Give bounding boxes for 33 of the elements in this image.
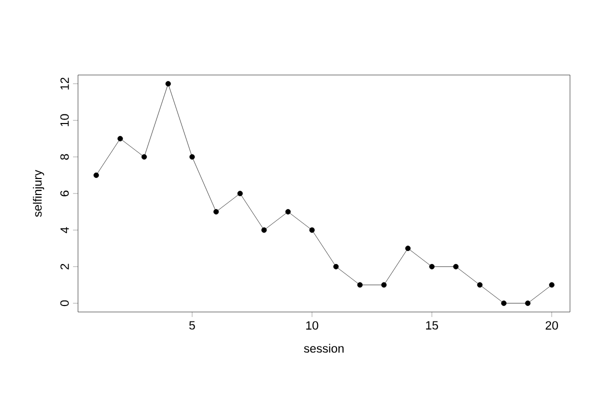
point	[237, 190, 243, 196]
point	[261, 227, 267, 233]
y-tick-label: 10	[60, 114, 69, 126]
point	[501, 300, 507, 306]
point	[141, 154, 147, 160]
point	[381, 282, 387, 288]
point	[213, 209, 219, 214]
point	[94, 172, 99, 178]
y-tick-label: 4	[60, 227, 69, 234]
point	[309, 227, 315, 233]
point	[118, 136, 123, 142]
y-tick-label: 8	[60, 154, 69, 160]
x-tick-label: 20	[546, 321, 558, 330]
point	[429, 264, 435, 270]
x-tick-label: 10	[306, 321, 318, 330]
point	[189, 154, 195, 160]
y-tick-label: 12	[60, 78, 69, 90]
point	[405, 246, 411, 252]
x-tick-label: 15	[426, 321, 438, 330]
point	[357, 282, 363, 288]
point	[453, 264, 459, 270]
point	[165, 81, 171, 86]
point	[525, 300, 530, 306]
y-tick-label: 6	[60, 190, 69, 196]
y-tick-label: 2	[60, 264, 69, 270]
point	[333, 264, 339, 270]
point	[285, 209, 291, 214]
y-tick-label: 0	[60, 300, 69, 306]
x-axis-title: session	[304, 344, 344, 353]
point	[477, 282, 483, 288]
x-tick-label: 5	[189, 321, 195, 330]
point	[549, 282, 554, 288]
y-axis-title: selfinjury	[32, 170, 44, 217]
